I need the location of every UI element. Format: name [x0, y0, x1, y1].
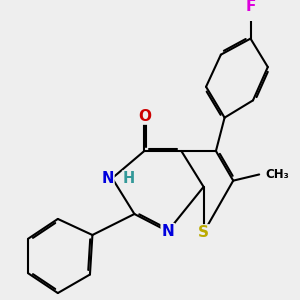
- Text: F: F: [245, 0, 256, 14]
- Text: H: H: [122, 171, 134, 186]
- Text: N: N: [161, 224, 174, 239]
- Text: S: S: [198, 225, 209, 240]
- Text: O: O: [138, 109, 151, 124]
- Text: CH₃: CH₃: [266, 168, 290, 181]
- Text: N: N: [102, 171, 114, 186]
